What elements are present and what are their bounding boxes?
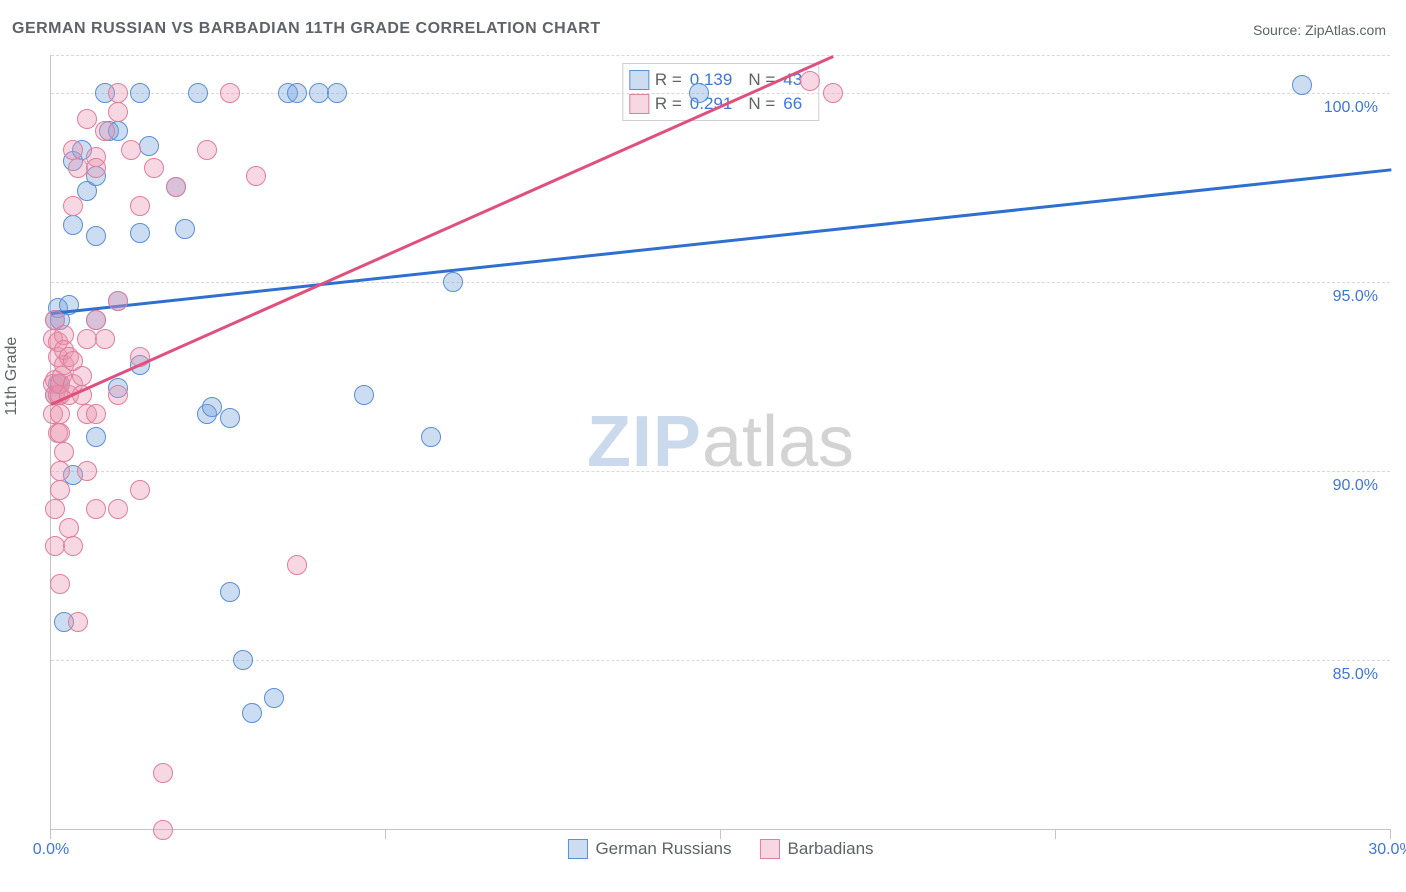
data-point xyxy=(233,650,253,670)
bottom-legend: German Russians Barbadians xyxy=(567,839,873,859)
data-point xyxy=(72,366,92,386)
data-point xyxy=(59,518,79,538)
data-point xyxy=(108,291,128,311)
data-point xyxy=(50,423,70,443)
r-label-1: R = xyxy=(655,94,682,114)
x-tick-label: 0.0% xyxy=(33,841,69,859)
data-point xyxy=(246,166,266,186)
y-tick-label: 90.0% xyxy=(1333,477,1378,495)
grid-line-h xyxy=(51,55,1390,56)
data-point xyxy=(144,158,164,178)
data-point xyxy=(166,177,186,197)
legend-swatch-1 xyxy=(760,839,780,859)
data-point xyxy=(197,140,217,160)
data-point xyxy=(77,109,97,129)
data-point xyxy=(264,688,284,708)
data-point xyxy=(63,140,83,160)
data-point xyxy=(130,83,150,103)
data-point xyxy=(689,83,709,103)
data-point xyxy=(50,404,70,424)
data-point xyxy=(354,385,374,405)
data-point xyxy=(86,404,106,424)
grid-line-h xyxy=(51,471,1390,472)
x-tick-label: 30.0% xyxy=(1368,841,1406,859)
data-point xyxy=(287,83,307,103)
stats-row-series-0: R = 0.139 N = 43 xyxy=(629,68,812,92)
y-tick-label: 100.0% xyxy=(1324,99,1378,117)
data-point xyxy=(220,83,240,103)
swatch-series-0 xyxy=(629,70,649,90)
data-point xyxy=(95,121,115,141)
y-axis-title: 11th Grade xyxy=(3,337,21,416)
data-point xyxy=(220,582,240,602)
data-point xyxy=(287,555,307,575)
chart-title: GERMAN RUSSIAN VS BARBADIAN 11TH GRADE C… xyxy=(12,20,601,38)
data-point xyxy=(153,763,173,783)
data-point xyxy=(63,215,83,235)
y-tick-label: 95.0% xyxy=(1333,288,1378,306)
data-point xyxy=(54,442,74,462)
data-point xyxy=(45,499,65,519)
data-point xyxy=(86,499,106,519)
data-point xyxy=(220,408,240,428)
trend-line xyxy=(50,55,833,405)
chart-container: GERMAN RUSSIAN VS BARBADIAN 11TH GRADE C… xyxy=(0,0,1406,892)
n-value-1: 66 xyxy=(783,94,802,114)
data-point xyxy=(443,272,463,292)
data-point xyxy=(188,83,208,103)
data-point xyxy=(202,397,222,417)
data-point xyxy=(63,536,83,556)
data-point xyxy=(130,196,150,216)
data-point xyxy=(121,140,141,160)
grid-line-h xyxy=(51,93,1390,94)
data-point xyxy=(108,385,128,405)
data-point xyxy=(68,612,88,632)
legend-swatch-0 xyxy=(567,839,587,859)
data-point xyxy=(130,480,150,500)
data-point xyxy=(242,703,262,723)
data-point xyxy=(139,136,159,156)
source-label: Source: ZipAtlas.com xyxy=(1253,22,1386,38)
data-point xyxy=(86,427,106,447)
legend-label-0: German Russians xyxy=(595,839,731,859)
data-point xyxy=(95,329,115,349)
data-point xyxy=(63,196,83,216)
data-point xyxy=(86,310,106,330)
data-point xyxy=(50,480,70,500)
n-label-1: N = xyxy=(748,94,775,114)
data-point xyxy=(50,461,70,481)
data-point xyxy=(86,226,106,246)
legend-item-1: Barbadians xyxy=(760,839,874,859)
data-point xyxy=(130,223,150,243)
data-point xyxy=(800,71,820,91)
data-point xyxy=(108,499,128,519)
data-point xyxy=(86,158,106,178)
trend-line xyxy=(51,168,1391,314)
legend-label-1: Barbadians xyxy=(788,839,874,859)
data-point xyxy=(77,461,97,481)
data-point xyxy=(108,83,128,103)
grid-line-h xyxy=(51,282,1390,283)
data-point xyxy=(50,574,70,594)
data-point xyxy=(175,219,195,239)
data-point xyxy=(1292,75,1312,95)
r-label-0: R = xyxy=(655,70,682,90)
data-point xyxy=(153,820,173,840)
data-point xyxy=(108,102,128,122)
data-point xyxy=(421,427,441,447)
data-point xyxy=(327,83,347,103)
swatch-series-1 xyxy=(629,94,649,114)
legend-item-0: German Russians xyxy=(567,839,731,859)
y-tick-label: 85.0% xyxy=(1333,666,1378,684)
plot-area: ZIPatlas R = 0.139 N = 43 R = 0.291 N = … xyxy=(50,55,1390,830)
data-point xyxy=(823,83,843,103)
